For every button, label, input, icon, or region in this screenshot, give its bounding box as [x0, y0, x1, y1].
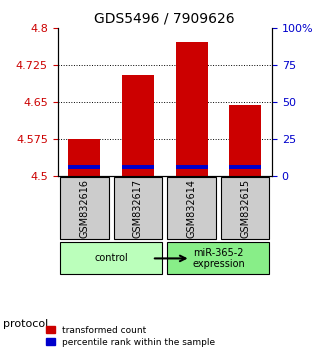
Text: miR-365-2
expression: miR-365-2 expression [192, 247, 245, 269]
FancyBboxPatch shape [221, 177, 269, 239]
FancyBboxPatch shape [60, 177, 108, 239]
Text: GSM832616: GSM832616 [79, 179, 89, 238]
Bar [122, 165, 154, 170]
FancyBboxPatch shape [114, 177, 162, 239]
FancyBboxPatch shape [60, 242, 162, 274]
Bar [122, 75, 154, 176]
FancyBboxPatch shape [167, 177, 216, 239]
Bar [68, 165, 100, 170]
Legend: transformed count, percentile rank within the sample: transformed count, percentile rank withi… [43, 323, 218, 349]
Text: GSM832615: GSM832615 [240, 179, 250, 238]
FancyBboxPatch shape [167, 242, 269, 274]
Bar [68, 139, 100, 176]
Title: GDS5496 / 7909626: GDS5496 / 7909626 [94, 12, 235, 26]
Text: control: control [94, 253, 128, 263]
Bar [175, 42, 208, 176]
Bar [175, 165, 208, 170]
Bar [229, 104, 261, 176]
Text: protocol: protocol [3, 319, 48, 329]
Text: GSM832614: GSM832614 [187, 179, 196, 238]
Text: GSM832617: GSM832617 [133, 179, 143, 238]
Bar [229, 165, 261, 170]
